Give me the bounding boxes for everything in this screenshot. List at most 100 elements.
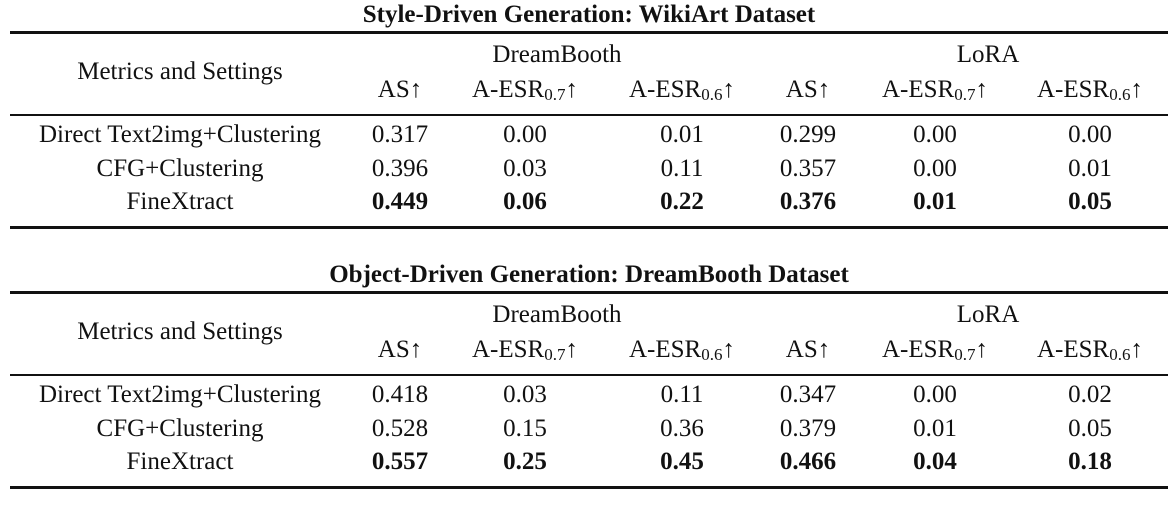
column-header-base: A-ESR xyxy=(882,336,955,363)
up-arrow-icon: ↑ xyxy=(975,76,988,103)
value-cell: 0.04 xyxy=(913,448,957,475)
value-cell: 0.00 xyxy=(913,381,957,408)
column-header: A-ESR0.6↑ xyxy=(1015,75,1165,105)
value-cell: 0.36 xyxy=(660,415,704,442)
up-arrow-icon: ↑ xyxy=(409,76,423,103)
column-header-subscript: 0.6 xyxy=(701,85,723,104)
column-header-base: A-ESR xyxy=(629,336,702,363)
value-cell: 0.01 xyxy=(913,188,957,215)
column-header: A-ESR0.7↑ xyxy=(860,335,1010,365)
value-cell: 0.396 xyxy=(371,155,429,182)
column-header: AS↑ xyxy=(733,335,883,365)
value-cell: 0.557 xyxy=(371,448,429,475)
column-header-base: AS xyxy=(785,336,818,363)
value-cell: 0.01 xyxy=(1068,155,1112,182)
up-arrow-icon: ↑ xyxy=(565,76,578,103)
value-cell: 0.317 xyxy=(371,121,429,148)
column-header: A-ESR0.7↑ xyxy=(450,75,600,105)
column-header-subscript: 0.7 xyxy=(954,345,976,364)
up-arrow-icon: ↑ xyxy=(409,336,423,363)
column-header-base: AS xyxy=(785,76,818,103)
value-cell: 0.25 xyxy=(503,448,547,475)
value-cell: 0.15 xyxy=(503,415,547,442)
value-cell: 0.376 xyxy=(779,188,837,215)
value-cell: 0.00 xyxy=(503,121,547,148)
value-cell: 0.449 xyxy=(371,188,429,215)
up-arrow-icon: ↑ xyxy=(565,336,578,363)
value-cell: 0.03 xyxy=(503,155,547,182)
value-cell: 0.418 xyxy=(371,381,429,408)
column-header: AS↑ xyxy=(733,75,883,105)
column-header-base: A-ESR xyxy=(1037,336,1110,363)
up-arrow-icon: ↑ xyxy=(722,336,735,363)
group-header: DreamBooth xyxy=(492,301,622,328)
row-label: Direct Text2img+Clustering xyxy=(39,381,321,408)
up-arrow-icon: ↑ xyxy=(722,76,735,103)
group-header: DreamBooth xyxy=(492,41,622,68)
value-cell: 0.18 xyxy=(1068,448,1112,475)
column-header-base: A-ESR xyxy=(472,76,545,103)
value-cell: 0.01 xyxy=(660,121,704,148)
column-header-subscript: 0.7 xyxy=(544,85,566,104)
value-cell: 0.02 xyxy=(1068,381,1112,408)
value-cell: 0.347 xyxy=(779,381,837,408)
value-cell: 0.00 xyxy=(1068,121,1112,148)
row-label: CFG+Clustering xyxy=(96,415,264,442)
up-arrow-icon: ↑ xyxy=(817,336,831,363)
value-cell: 0.379 xyxy=(779,415,837,442)
value-cell: 0.299 xyxy=(779,121,837,148)
row-label: CFG+Clustering xyxy=(96,155,264,182)
column-header-base: A-ESR xyxy=(1037,76,1110,103)
bottom-rule xyxy=(10,486,1168,489)
bottom-rule xyxy=(10,226,1168,229)
value-cell: 0.45 xyxy=(660,448,704,475)
row-label: FineXtract xyxy=(126,188,234,215)
value-cell: 0.357 xyxy=(779,155,837,182)
up-arrow-icon: ↑ xyxy=(1130,336,1143,363)
column-header: AS↑ xyxy=(325,335,475,365)
value-cell: 0.22 xyxy=(660,188,704,215)
row-header-label: Metrics and Settings xyxy=(77,58,283,85)
table-caption: Style-Driven Generation: WikiArt Dataset xyxy=(362,1,816,28)
row-label: Direct Text2img+Clustering xyxy=(39,121,321,148)
column-header: A-ESR0.6↑ xyxy=(607,335,757,365)
top-rule xyxy=(10,291,1168,294)
column-header: AS↑ xyxy=(325,75,475,105)
value-cell: 0.528 xyxy=(371,415,429,442)
column-header: A-ESR0.6↑ xyxy=(1015,335,1165,365)
value-cell: 0.03 xyxy=(503,381,547,408)
top-rule xyxy=(10,31,1168,34)
column-header-subscript: 0.7 xyxy=(954,85,976,104)
column-header-base: A-ESR xyxy=(629,76,702,103)
value-cell: 0.05 xyxy=(1068,188,1112,215)
column-header-subscript: 0.7 xyxy=(544,345,566,364)
value-cell: 0.01 xyxy=(913,415,957,442)
group-header: LoRA xyxy=(956,301,1020,328)
column-header-subscript: 0.6 xyxy=(1109,345,1131,364)
up-arrow-icon: ↑ xyxy=(817,76,831,103)
header-rule xyxy=(10,114,1168,116)
column-header: A-ESR0.7↑ xyxy=(860,75,1010,105)
column-header-subscript: 0.6 xyxy=(701,345,723,364)
value-cell: 0.05 xyxy=(1068,415,1112,442)
up-arrow-icon: ↑ xyxy=(975,336,988,363)
value-cell: 0.00 xyxy=(913,155,957,182)
column-header-base: AS xyxy=(377,76,410,103)
column-header-base: A-ESR xyxy=(882,76,955,103)
up-arrow-icon: ↑ xyxy=(1130,76,1143,103)
value-cell: 0.06 xyxy=(503,188,547,215)
column-header: A-ESR0.7↑ xyxy=(450,335,600,365)
value-cell: 0.11 xyxy=(660,381,704,408)
header-rule xyxy=(10,374,1168,376)
column-header: A-ESR0.6↑ xyxy=(607,75,757,105)
row-label: FineXtract xyxy=(126,448,234,475)
value-cell: 0.466 xyxy=(779,448,837,475)
table-caption: Object-Driven Generation: DreamBooth Dat… xyxy=(329,261,849,288)
column-header-base: A-ESR xyxy=(472,336,545,363)
value-cell: 0.11 xyxy=(660,155,704,182)
row-header-label: Metrics and Settings xyxy=(77,318,283,345)
value-cell: 0.00 xyxy=(913,121,957,148)
column-header-base: AS xyxy=(377,336,410,363)
column-header-subscript: 0.6 xyxy=(1109,85,1131,104)
group-header: LoRA xyxy=(956,41,1020,68)
